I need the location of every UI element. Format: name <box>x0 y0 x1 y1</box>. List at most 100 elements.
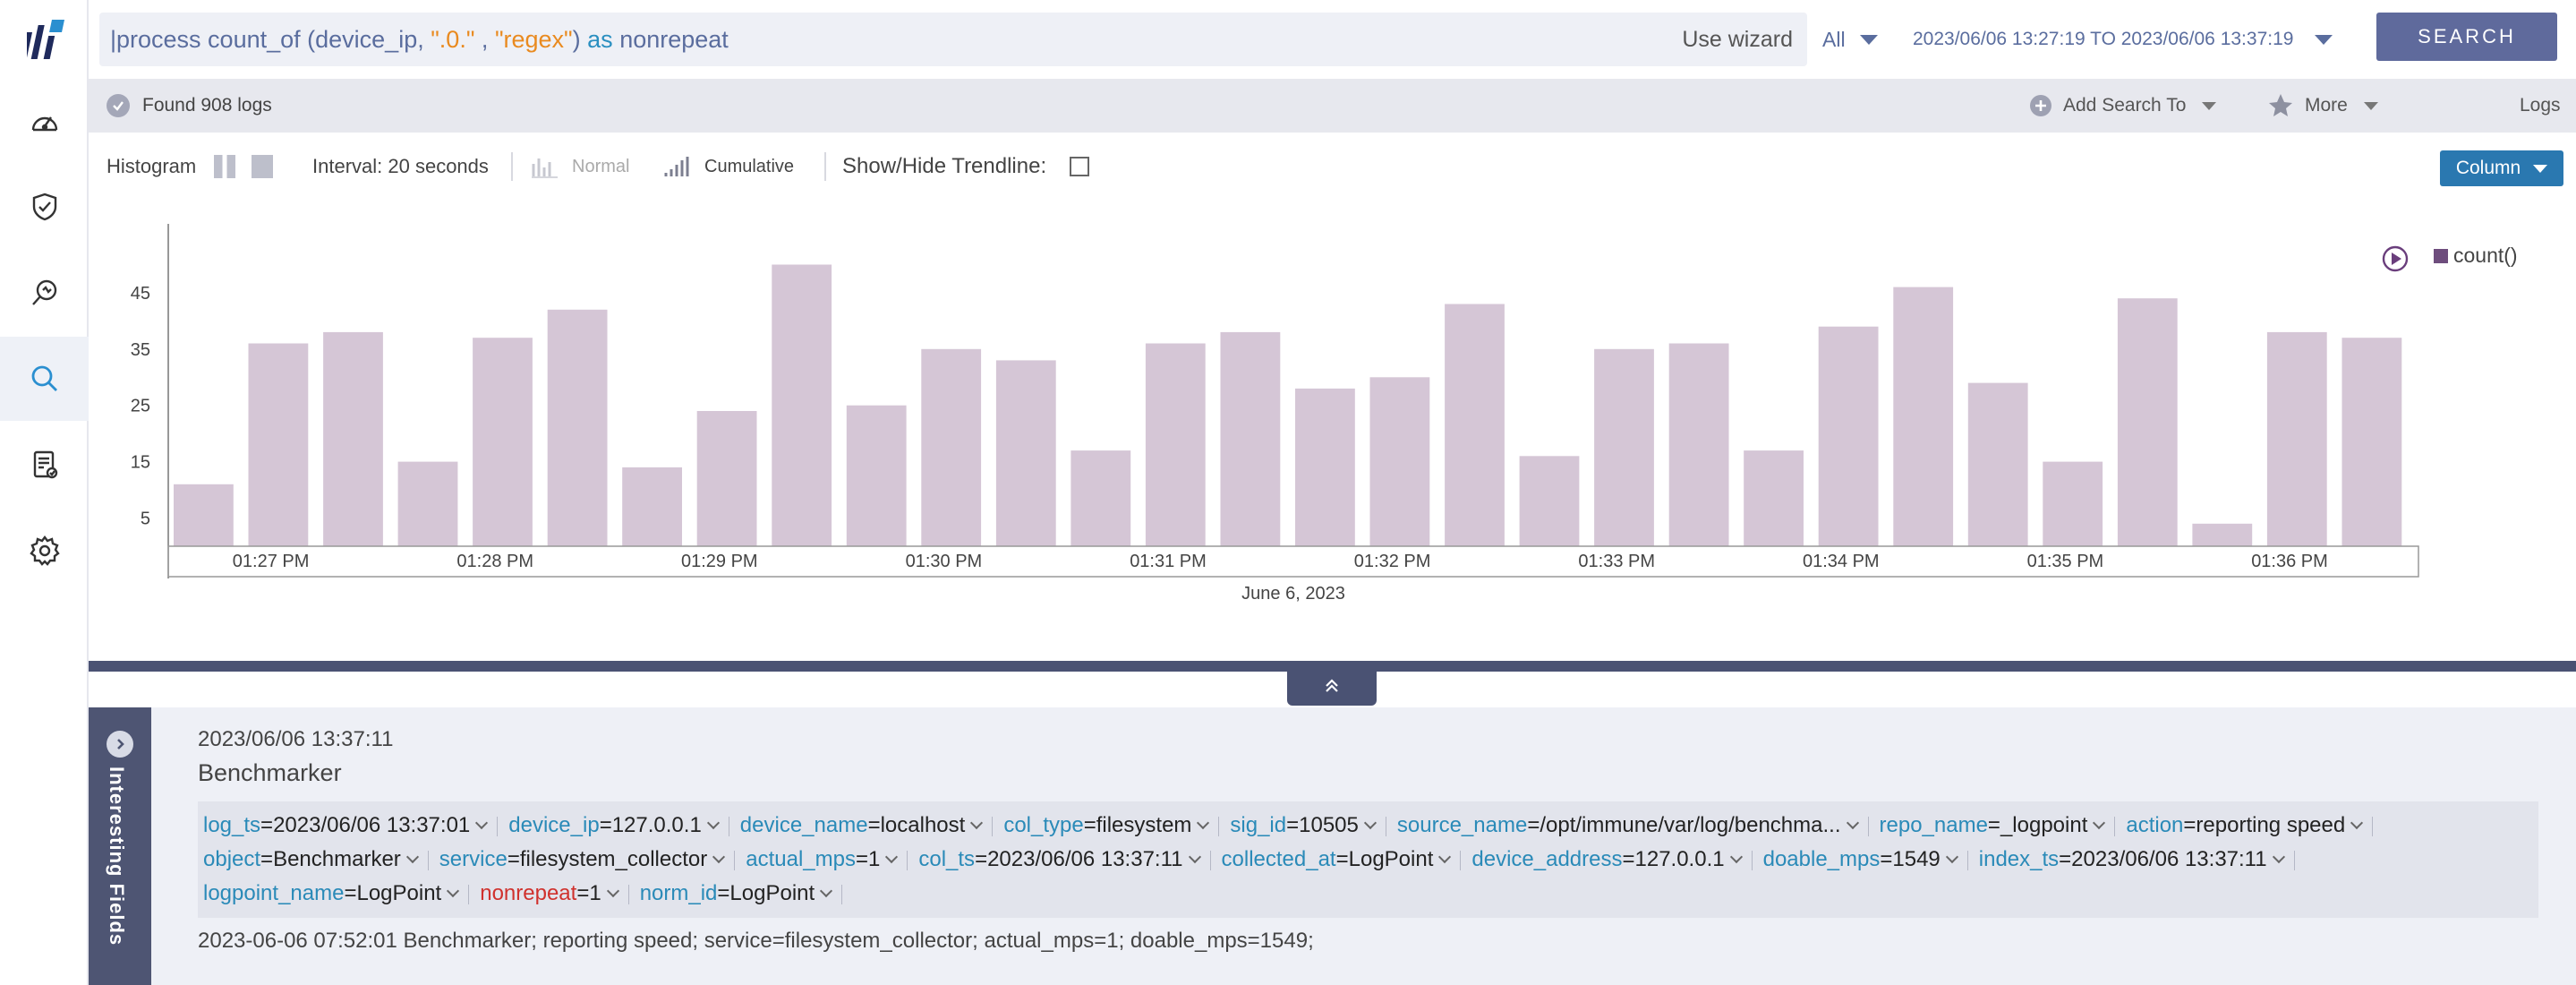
column-dropdown-button[interactable]: Column <box>2440 150 2563 186</box>
histogram-bar[interactable] <box>1145 343 1206 547</box>
histogram-bar[interactable] <box>1744 450 1804 546</box>
histogram-bar[interactable] <box>1070 450 1131 546</box>
chevron-down-icon[interactable] <box>885 850 899 864</box>
log-field-col-type[interactable]: col_type=filesystem <box>1003 809 1210 843</box>
chevron-down-icon[interactable] <box>1188 850 1201 864</box>
log-field-device-name[interactable]: device_name=localhost <box>740 809 984 843</box>
histogram-bar[interactable] <box>772 264 832 547</box>
chevron-down-icon[interactable] <box>475 816 489 830</box>
chevron-down-icon[interactable] <box>606 884 619 898</box>
histogram-bar[interactable] <box>2043 461 2103 546</box>
log-field-actual-mps[interactable]: actual_mps=1 <box>746 843 899 877</box>
histogram-bar[interactable] <box>1668 343 1729 547</box>
chevron-down-icon[interactable] <box>820 884 833 898</box>
trendline-toggle[interactable]: Show/Hide Trendline: <box>842 133 1090 201</box>
trendline-checkbox[interactable] <box>1070 157 1090 176</box>
scope-dropdown[interactable]: All <box>1822 13 1878 66</box>
chevron-right-icon[interactable] <box>107 731 133 758</box>
log-field-sig-id[interactable]: sig_id=10505 <box>1230 809 1377 843</box>
more-menu[interactable]: More <box>2267 79 2378 133</box>
log-field-doable-mps[interactable]: doable_mps=1549 <box>1763 843 1958 877</box>
search-button[interactable]: SEARCH <box>2376 13 2557 61</box>
chevron-down-icon[interactable] <box>1438 850 1452 864</box>
log-field-index-ts[interactable]: index_ts=2023/06/06 13:37:11 <box>1979 843 2285 877</box>
histogram-bar[interactable] <box>696 411 757 546</box>
chevron-down-icon[interactable] <box>2093 816 2106 830</box>
time-range-dropdown[interactable]: 2023/06/06 13:27:19 TO 2023/06/06 13:37:… <box>1913 13 2333 66</box>
histogram-bar[interactable] <box>2117 298 2178 546</box>
log-field-device-ip[interactable]: device_ip=127.0.0.1 <box>508 809 720 843</box>
chevron-down-icon[interactable] <box>712 850 726 864</box>
search-bar: |process count_of (device_ip, ".0." , "r… <box>89 0 2576 79</box>
chevron-down-icon[interactable] <box>2350 816 2364 830</box>
histogram-bar[interactable] <box>995 360 1056 546</box>
histogram-bar[interactable] <box>323 331 383 546</box>
chevron-down-icon[interactable] <box>1846 816 1859 830</box>
histogram-bar[interactable] <box>1967 382 2028 546</box>
log-field-action[interactable]: action=reporting speed <box>2126 809 2364 843</box>
legend-label[interactable]: count() <box>2453 244 2518 267</box>
log-field-source-name[interactable]: source_name=/opt/immune/var/log/benchma.… <box>1397 809 1859 843</box>
cumulative-mode[interactable]: Cumulative <box>663 133 794 201</box>
split-chart-icon[interactable] <box>214 155 236 178</box>
add-search-to-menu[interactable]: Add Search To <box>2029 79 2217 133</box>
chevron-down-icon[interactable] <box>1945 850 1958 864</box>
histogram-bar[interactable] <box>1369 377 1430 546</box>
query-text[interactable]: |process count_of (device_ip, ".0." , "r… <box>110 25 729 53</box>
histogram-bar[interactable] <box>622 467 682 546</box>
sidebar-item-investigate[interactable] <box>0 251 89 335</box>
chevron-down-icon[interactable] <box>2272 850 2285 864</box>
histogram-bar[interactable] <box>2341 338 2402 546</box>
chevron-down-icon[interactable] <box>1197 816 1210 830</box>
sidebar-item-reports[interactable] <box>0 423 89 507</box>
log-field-service[interactable]: service=filesystem_collector <box>439 843 726 877</box>
full-chart-icon[interactable] <box>252 155 274 178</box>
histogram-bar[interactable] <box>174 484 234 546</box>
histogram-bar[interactable] <box>846 405 907 546</box>
chevron-down-icon[interactable] <box>447 884 460 898</box>
field-separator <box>2372 816 2374 836</box>
use-wizard-link[interactable]: Use wizard <box>1682 27 1793 52</box>
histogram-bar[interactable] <box>1295 388 1355 546</box>
histogram-bar[interactable] <box>1445 304 1505 547</box>
play-button[interactable] <box>2382 245 2409 272</box>
histogram-bar[interactable] <box>248 343 309 547</box>
histogram-bar[interactable] <box>1594 348 1654 546</box>
interval-label[interactable]: Interval: 20 seconds <box>312 155 489 177</box>
chevron-down-icon[interactable] <box>1363 816 1377 830</box>
log-field-nonrepeat[interactable]: nonrepeat=1 <box>480 877 619 911</box>
log-field-collected-at[interactable]: collected_at=LogPoint <box>1222 843 1452 877</box>
sidebar-item-security[interactable] <box>0 165 89 249</box>
chevron-down-icon[interactable] <box>1729 850 1743 864</box>
log-field-norm-id[interactable]: norm_id=LogPoint <box>640 877 833 911</box>
query-input[interactable]: |process count_of (device_ip, ".0." , "r… <box>99 13 1807 66</box>
log-field-object[interactable]: object=Benchmarker <box>203 843 419 877</box>
collapse-button[interactable] <box>1287 666 1377 706</box>
log-field-col-ts[interactable]: col_ts=2023/06/06 13:37:11 <box>918 843 1201 877</box>
histogram-bar[interactable] <box>397 461 458 546</box>
chevron-down-icon[interactable] <box>405 850 419 864</box>
histogram-bar[interactable] <box>1220 331 1281 546</box>
histogram-bar[interactable] <box>473 338 533 546</box>
normal-mode[interactable]: Normal <box>531 133 629 201</box>
chevron-down-icon[interactable] <box>706 816 720 830</box>
logpoint-logo[interactable] <box>27 20 66 61</box>
field-separator <box>2114 816 2116 836</box>
log-field-logpoint-name[interactable]: logpoint_name=LogPoint <box>203 877 460 911</box>
log-field-device-address[interactable]: device_address=127.0.0.1 <box>1471 843 1743 877</box>
sidebar-item-search[interactable] <box>0 337 89 421</box>
log-field-log-ts[interactable]: log_ts=2023/06/06 13:37:01 <box>203 809 489 843</box>
chevron-down-icon <box>1859 34 1878 45</box>
histogram-bar[interactable] <box>1893 287 1954 546</box>
histogram-bar[interactable] <box>2266 331 2327 546</box>
histogram-bar[interactable] <box>921 348 982 546</box>
histogram-bar[interactable] <box>2192 523 2253 546</box>
sidebar-item-settings[interactable] <box>0 509 89 593</box>
chevron-down-icon[interactable] <box>970 816 984 830</box>
log-field-repo-name[interactable]: repo_name=_logpoint <box>1880 809 2106 843</box>
histogram-bar[interactable] <box>1818 326 1879 546</box>
histogram-bar[interactable] <box>1519 456 1580 546</box>
interesting-fields-panel[interactable]: Interesting Fields <box>89 707 151 985</box>
sidebar-item-dashboard[interactable] <box>0 81 89 165</box>
histogram-bar[interactable] <box>547 309 608 546</box>
